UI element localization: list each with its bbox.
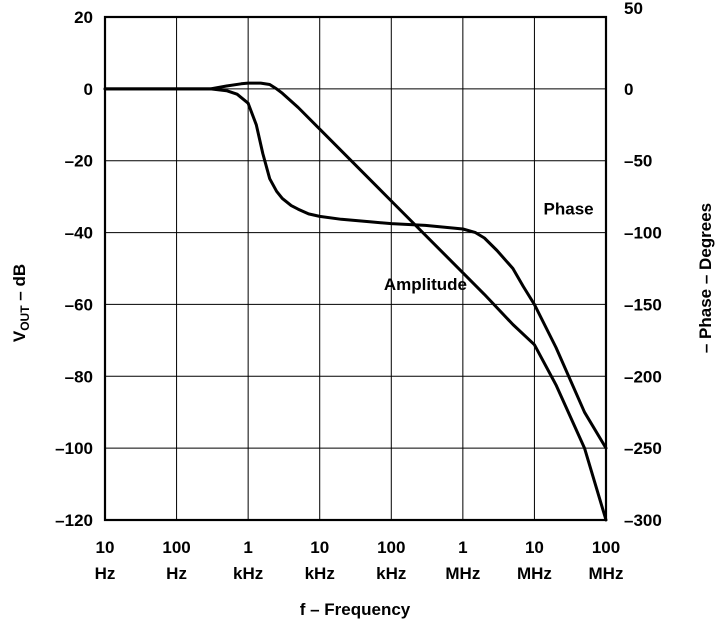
x-tick-value: 100 <box>592 538 620 557</box>
x-axis-title: f – Frequency <box>300 600 411 619</box>
x-tick-label: 1 MHz <box>445 538 480 583</box>
curves <box>103 81 608 522</box>
x-tick-label: 100 MHz <box>589 538 624 583</box>
x-tick-label: 10 Hz <box>95 538 116 583</box>
right-y-tick-label: –100 <box>624 224 662 243</box>
right-y-tick-label: 50 <box>624 0 643 18</box>
grid <box>104 16 607 521</box>
right-y-tick-label: –200 <box>624 367 662 386</box>
x-tick-unit: kHz <box>376 564 406 583</box>
left-y-axis-title: VOUT – dB <box>10 264 32 342</box>
right-y-tick-labels: 50 0 –50 –100 –150 –200 –250 –300 <box>624 0 662 530</box>
x-tick-label: 100 Hz <box>162 538 190 583</box>
left-y-tick-label: –20 <box>65 152 93 171</box>
left-y-tick-label: 0 <box>84 80 93 99</box>
left-y-tick-labels: 20 0 –20 –40 –60 –80 –100 –120 <box>55 8 93 530</box>
x-tick-label: 10 MHz <box>517 538 552 583</box>
plot-frame <box>103 15 608 522</box>
series-line-phase <box>103 81 608 522</box>
series-line-amplitude <box>103 87 608 450</box>
x-tick-value: 10 <box>525 538 544 557</box>
left-y-tick-label: –100 <box>55 439 93 458</box>
x-tick-unit: kHz <box>233 564 263 583</box>
left-y-axis-title-main: V <box>10 330 29 342</box>
left-y-tick-label: –40 <box>65 224 93 243</box>
annotation-amplitude: Amplitude <box>384 275 467 294</box>
x-tick-unit: MHz <box>517 564 552 583</box>
right-y-tick-label: –300 <box>624 511 662 530</box>
x-tick-value: 1 <box>458 538 467 557</box>
right-y-tick-label: –250 <box>624 439 662 458</box>
left-y-tick-label: –120 <box>55 511 93 530</box>
x-tick-value: 1 <box>243 538 252 557</box>
x-tick-value: 10 <box>96 538 115 557</box>
right-y-tick-label: 0 <box>624 80 633 99</box>
x-tick-value: 10 <box>310 538 329 557</box>
x-tick-label: 1 kHz <box>233 538 263 583</box>
right-y-tick-label: –50 <box>624 152 652 171</box>
left-y-tick-label: –80 <box>65 367 93 386</box>
right-y-tick-label: –150 <box>624 295 662 314</box>
x-tick-label: 10 kHz <box>305 538 335 583</box>
left-y-axis-title-rest: – dB <box>10 264 29 306</box>
left-y-tick-label: 20 <box>74 8 93 27</box>
x-tick-value: 100 <box>162 538 190 557</box>
x-tick-unit: kHz <box>305 564 335 583</box>
x-tick-value: 100 <box>377 538 405 557</box>
x-tick-unit: MHz <box>589 564 624 583</box>
series-annotations: Phase Amplitude <box>384 200 594 294</box>
x-tick-unit: MHz <box>445 564 480 583</box>
x-tick-labels: 10 Hz 100 Hz 1 kHz 10 kHz 100 kHz 1 MHz 10 MHz 100 MHz <box>95 538 624 583</box>
right-y-axis-title: – Phase – Degrees <box>696 203 715 353</box>
annotation-phase: Phase <box>544 200 594 219</box>
x-tick-unit: Hz <box>95 564 116 583</box>
left-y-tick-label: –60 <box>65 295 93 314</box>
left-y-axis-title-subscript: OUT <box>18 305 32 331</box>
x-tick-unit: Hz <box>166 564 187 583</box>
x-tick-label: 100 kHz <box>376 538 406 583</box>
